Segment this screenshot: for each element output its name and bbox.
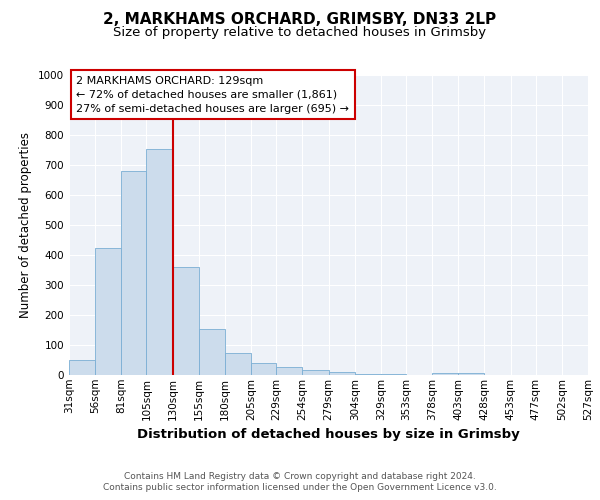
- Bar: [173, 267, 199, 375]
- Bar: [432, 372, 458, 375]
- Bar: [95, 248, 121, 375]
- Bar: [458, 372, 484, 375]
- Bar: [276, 367, 302, 375]
- Y-axis label: Number of detached properties: Number of detached properties: [19, 132, 32, 318]
- Text: 2 MARKHAMS ORCHARD: 129sqm
← 72% of detached houses are smaller (1,861)
27% of s: 2 MARKHAMS ORCHARD: 129sqm ← 72% of deta…: [76, 76, 349, 114]
- Text: Size of property relative to detached houses in Grimsby: Size of property relative to detached ho…: [113, 26, 487, 39]
- Bar: [69, 360, 95, 375]
- Text: 2, MARKHAMS ORCHARD, GRIMSBY, DN33 2LP: 2, MARKHAMS ORCHARD, GRIMSBY, DN33 2LP: [103, 12, 497, 28]
- Bar: [121, 171, 146, 375]
- Bar: [329, 372, 355, 375]
- X-axis label: Distribution of detached houses by size in Grimsby: Distribution of detached houses by size …: [137, 428, 520, 441]
- Bar: [225, 352, 251, 375]
- Bar: [251, 363, 276, 375]
- Text: Contains HM Land Registry data © Crown copyright and database right 2024.
Contai: Contains HM Land Registry data © Crown c…: [103, 472, 497, 492]
- Bar: [355, 374, 381, 375]
- Bar: [302, 370, 329, 375]
- Bar: [199, 328, 225, 375]
- Bar: [146, 148, 173, 375]
- Bar: [381, 374, 406, 375]
